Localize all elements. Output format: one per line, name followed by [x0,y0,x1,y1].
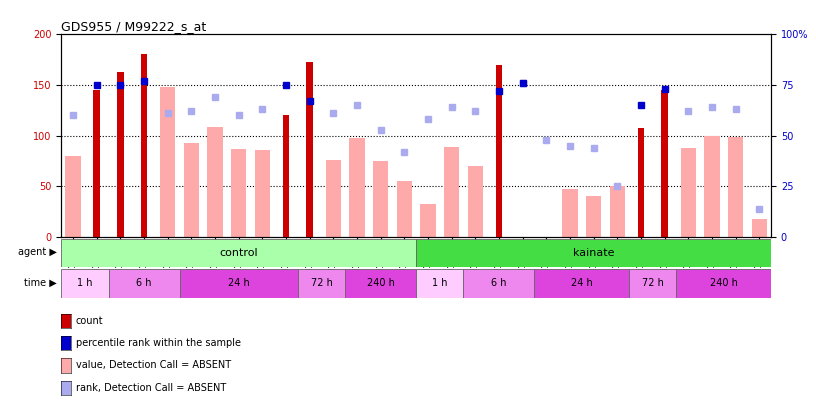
Text: 6 h: 6 h [491,279,507,288]
Text: control: control [220,248,258,258]
Bar [463,269,534,298]
Bar [629,269,676,298]
Text: 1 h: 1 h [432,279,447,288]
Text: percentile rank within the sample: percentile rank within the sample [76,338,241,348]
Text: 240 h: 240 h [710,279,738,288]
Bar [140,54,148,237]
Text: rank, Detection Call = ABSENT: rank, Detection Call = ABSENT [76,383,226,392]
Text: agent ▶: agent ▶ [18,247,57,257]
Bar [93,90,100,237]
Bar [109,269,180,298]
Bar [704,136,720,237]
Bar [306,62,313,237]
Bar [444,147,459,237]
Text: 72 h: 72 h [642,279,663,288]
Bar [117,72,124,237]
Bar [160,87,175,237]
Bar [610,186,625,237]
Text: 1 h: 1 h [78,279,92,288]
Bar [416,239,771,267]
Bar [534,269,629,298]
Text: 72 h: 72 h [311,279,332,288]
Bar [65,156,81,237]
Text: kainate: kainate [573,248,614,258]
Bar [349,138,365,237]
Text: time ▶: time ▶ [24,277,57,288]
Bar [345,269,416,298]
Bar [61,239,416,267]
Bar [180,269,298,298]
Bar [562,190,578,237]
Bar [184,143,199,237]
Bar [326,160,341,237]
Bar [468,166,483,237]
Text: 6 h: 6 h [136,279,152,288]
Bar [255,150,270,237]
Bar [207,126,223,237]
Bar [661,90,668,237]
Bar [61,269,109,298]
Bar [495,65,503,237]
Bar [231,149,246,237]
Bar [586,196,601,237]
Text: 24 h: 24 h [571,279,592,288]
Bar [728,137,743,237]
Bar [752,219,767,237]
Text: GDS955 / M99222_s_at: GDS955 / M99222_s_at [61,20,206,33]
Bar [420,204,436,237]
Bar [637,128,645,237]
Bar [373,161,388,237]
Bar [282,115,290,237]
Bar [416,269,463,298]
Text: 24 h: 24 h [228,279,250,288]
Bar [676,269,771,298]
Bar [681,148,696,237]
Bar [298,269,345,298]
Text: count: count [76,316,104,326]
Text: 240 h: 240 h [366,279,395,288]
Text: value, Detection Call = ABSENT: value, Detection Call = ABSENT [76,360,231,370]
Bar [397,181,412,237]
